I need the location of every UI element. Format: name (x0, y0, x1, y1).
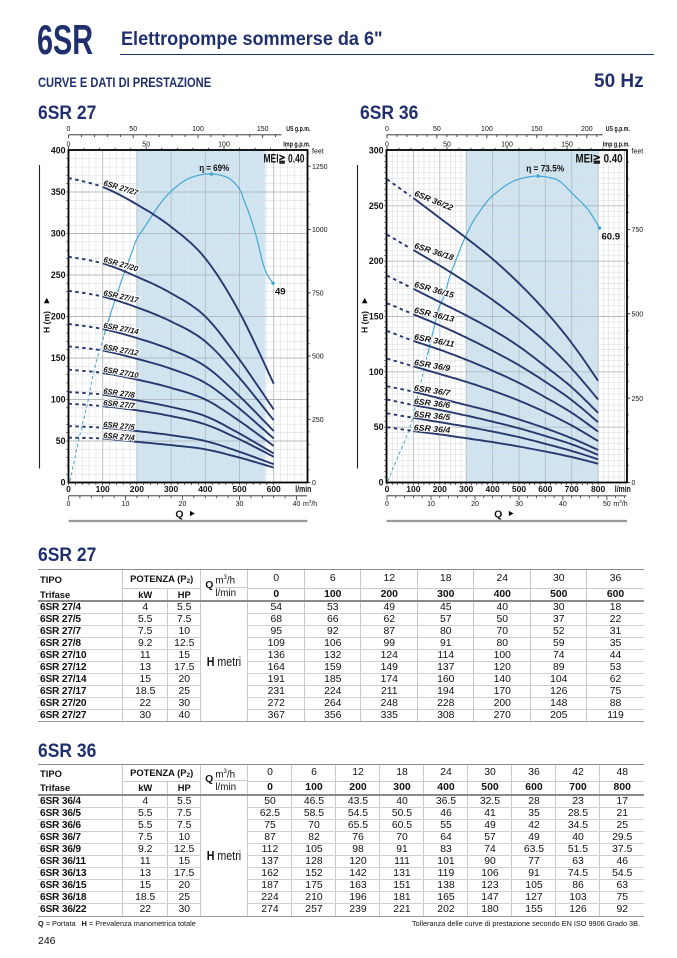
svg-text:500: 500 (632, 311, 644, 318)
svg-text:100: 100 (501, 141, 513, 148)
svg-text:350: 350 (51, 187, 66, 197)
svg-text:700: 700 (565, 484, 579, 494)
svg-text:0: 0 (67, 501, 71, 508)
svg-text:l/min: l/min (615, 484, 631, 494)
svg-text:40: 40 (293, 501, 301, 508)
svg-text:40: 40 (559, 501, 567, 508)
svg-text:30: 30 (515, 501, 523, 508)
svg-text:400: 400 (51, 146, 66, 156)
svg-text:6SR 27/7: 6SR 27/7 (103, 398, 136, 410)
svg-text:50: 50 (374, 422, 384, 432)
svg-text:750: 750 (312, 290, 324, 297)
svg-text:100: 100 (406, 484, 420, 494)
svg-text:200: 200 (369, 256, 384, 266)
svg-text:m3/h: m3/h (303, 499, 317, 508)
svg-text:600: 600 (267, 484, 281, 494)
svg-text:50: 50 (56, 436, 66, 446)
svg-text:0: 0 (66, 484, 71, 494)
svg-text:800: 800 (591, 484, 605, 494)
svg-text:300: 300 (369, 146, 384, 156)
svg-text:100: 100 (481, 126, 493, 133)
svg-text:100: 100 (192, 126, 204, 133)
svg-text:300: 300 (459, 484, 473, 494)
svg-text:150: 150 (257, 126, 269, 133)
svg-text:60.9: 60.9 (602, 232, 621, 243)
svg-text:10: 10 (122, 501, 130, 508)
svg-text:150: 150 (369, 312, 384, 322)
svg-text:feet: feet (312, 149, 324, 156)
svg-text:6SR 27/10: 6SR 27/10 (103, 365, 140, 380)
svg-text:50: 50 (443, 141, 451, 148)
svg-text:150: 150 (531, 126, 543, 133)
svg-text:Imp g.p.m.: Imp g.p.m. (603, 141, 630, 148)
svg-text:50: 50 (142, 141, 150, 148)
svg-text:300: 300 (51, 229, 66, 239)
svg-text:500: 500 (232, 484, 246, 494)
svg-text:200: 200 (51, 312, 66, 322)
svg-text:Q: Q (494, 509, 502, 521)
svg-text:6SR 36/4: 6SR 36/4 (414, 422, 451, 435)
svg-text:H (m): H (m) (42, 311, 52, 333)
svg-text:η = 73.5%: η = 73.5% (526, 164, 565, 174)
svg-text:m3/h: m3/h (613, 499, 627, 508)
svg-text:200: 200 (130, 484, 144, 494)
svg-text:400: 400 (198, 484, 212, 494)
svg-text:MEI≧ 0.40: MEI≧ 0.40 (576, 152, 623, 166)
svg-text:6SR 36/5: 6SR 36/5 (414, 409, 452, 422)
svg-text:0: 0 (385, 141, 389, 148)
svg-text:H (m): H (m) (360, 311, 370, 333)
svg-text:50: 50 (603, 501, 611, 508)
svg-text:US g.p.m.: US g.p.m. (286, 126, 310, 133)
svg-text:600: 600 (538, 484, 552, 494)
svg-text:150: 150 (561, 141, 573, 148)
svg-text:l/min: l/min (295, 484, 311, 494)
svg-text:100: 100 (96, 484, 110, 494)
svg-text:Imp g.p.m.: Imp g.p.m. (283, 141, 310, 148)
svg-text:0: 0 (67, 141, 71, 148)
svg-text:0: 0 (385, 501, 389, 508)
svg-text:400: 400 (486, 484, 500, 494)
svg-text:0: 0 (632, 480, 636, 487)
svg-text:1250: 1250 (312, 164, 328, 171)
svg-text:250: 250 (632, 396, 644, 403)
svg-text:30: 30 (236, 501, 244, 508)
svg-text:300: 300 (164, 484, 178, 494)
svg-text:0: 0 (61, 478, 66, 488)
svg-text:250: 250 (51, 270, 66, 280)
svg-text:MEI≧ 0.40: MEI≧ 0.40 (264, 152, 305, 166)
svg-text:feet: feet (632, 149, 644, 156)
svg-text:20: 20 (471, 501, 479, 508)
svg-text:η = 69%: η = 69% (199, 163, 230, 173)
svg-text:6SR 36/6: 6SR 36/6 (413, 396, 451, 410)
svg-text:1000: 1000 (312, 227, 328, 234)
svg-text:6SR 27/5: 6SR 27/5 (103, 420, 136, 432)
svg-text:500: 500 (512, 484, 526, 494)
svg-text:0: 0 (385, 126, 389, 133)
svg-text:500: 500 (312, 354, 324, 361)
svg-text:10: 10 (427, 501, 435, 508)
svg-text:100: 100 (218, 141, 230, 148)
svg-text:150: 150 (51, 353, 66, 363)
svg-text:250: 250 (312, 417, 324, 424)
svg-text:6SR 27/4: 6SR 27/4 (103, 431, 136, 443)
svg-text:US g.p.m.: US g.p.m. (606, 126, 630, 133)
svg-text:6SR 36/9: 6SR 36/9 (413, 357, 451, 373)
svg-text:49: 49 (275, 287, 286, 298)
svg-text:50: 50 (433, 126, 441, 133)
svg-text:100: 100 (369, 367, 384, 377)
svg-text:0: 0 (67, 126, 71, 133)
svg-text:0: 0 (385, 484, 390, 494)
svg-text:20: 20 (179, 501, 187, 508)
svg-text:200: 200 (581, 126, 593, 133)
svg-text:200: 200 (433, 484, 447, 494)
svg-text:50: 50 (129, 126, 137, 133)
svg-text:750: 750 (632, 227, 644, 234)
svg-text:0: 0 (312, 480, 316, 487)
svg-text:250: 250 (369, 201, 384, 211)
svg-text:Q: Q (175, 509, 183, 521)
svg-text:0: 0 (379, 478, 384, 488)
svg-text:100: 100 (51, 395, 66, 405)
